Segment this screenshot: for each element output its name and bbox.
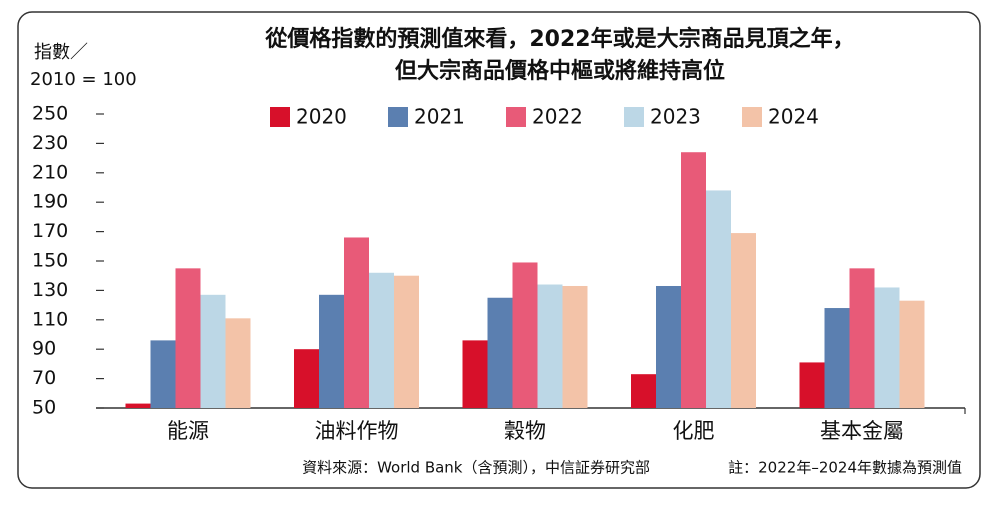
bar <box>225 318 251 408</box>
bar <box>150 340 176 408</box>
chart-title: 但大宗商品價格中樞或將維持高位 <box>395 58 725 84</box>
legend-label: 2023 <box>650 105 701 129</box>
bar <box>681 152 706 408</box>
legend-swatch <box>506 107 526 127</box>
y-tick-label: 110 <box>32 308 68 330</box>
y-tick-label: 70 <box>32 367 56 389</box>
bar <box>294 349 319 408</box>
bar <box>656 285 681 408</box>
y-tick-label: 170 <box>32 220 68 242</box>
x-tick-label: 基本金屬 <box>820 419 904 443</box>
bar <box>631 374 656 408</box>
y-tick-label: 150 <box>32 250 68 272</box>
source: 資料來源：World Bank（含預測），中信証券研究部 <box>302 459 650 477</box>
y-tick-label: 210 <box>32 161 68 183</box>
y-tick-label: 230 <box>32 132 68 154</box>
bar <box>369 272 394 408</box>
bar <box>200 294 226 408</box>
bar <box>562 285 588 408</box>
bar <box>512 262 538 408</box>
y-tick-label: 190 <box>32 191 68 213</box>
bar <box>319 294 344 408</box>
y-axis-label: 2010 = 100 <box>30 69 137 90</box>
x-tick-label: 化肥 <box>673 419 715 443</box>
bar <box>487 297 513 408</box>
bar <box>799 362 825 408</box>
bar <box>874 287 900 408</box>
bar <box>462 340 488 408</box>
bar <box>394 275 419 408</box>
legend-label: 2021 <box>414 105 465 129</box>
bar <box>175 268 201 408</box>
bar <box>849 268 875 408</box>
y-tick-label: 130 <box>32 279 68 301</box>
bar <box>899 300 925 408</box>
chart-title: 從價格指數的預測值來看，2022年或是大宗商品見頂之年， <box>264 26 854 52</box>
y-tick-label: 90 <box>32 338 56 360</box>
legend-label: 2020 <box>296 105 347 129</box>
note: 註：2022年–2024年數據為預測值 <box>728 459 962 477</box>
bar <box>537 284 563 408</box>
legend-label: 2024 <box>768 105 819 129</box>
bar <box>344 237 369 408</box>
legend-swatch <box>624 107 644 127</box>
y-tick-label: 250 <box>32 103 68 125</box>
x-tick-label: 能源 <box>167 419 209 443</box>
y-tick-label: 50 <box>32 397 56 419</box>
bar <box>706 190 731 408</box>
legend-label: 2022 <box>532 105 583 129</box>
bar <box>824 308 850 408</box>
bar <box>731 233 756 408</box>
y-axis-label: 指數／ <box>34 42 88 63</box>
bar <box>125 403 151 408</box>
x-tick-label: 穀物 <box>504 419 546 443</box>
x-tick-label: 油料作物 <box>315 419 399 443</box>
legend-swatch <box>742 107 762 127</box>
legend-swatch <box>388 107 408 127</box>
legend-swatch <box>270 107 290 127</box>
